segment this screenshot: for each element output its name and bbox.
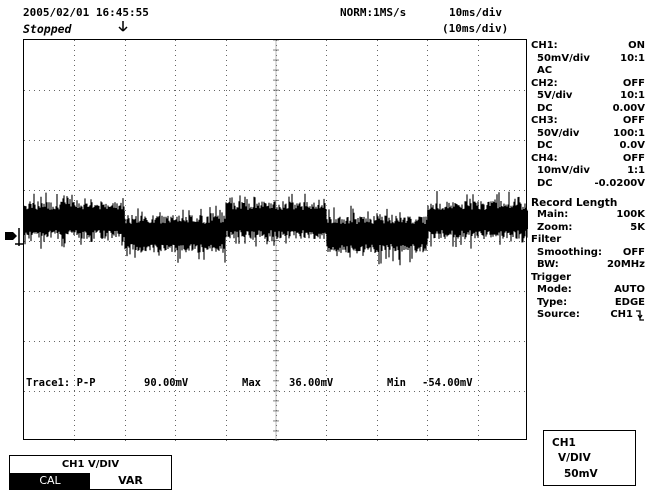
trigger-type-value: EDGE bbox=[614, 296, 645, 308]
ch4-vdiv: 10mV/div bbox=[537, 165, 590, 177]
record-main-value: 100K bbox=[616, 209, 645, 221]
ch4-state: OFF bbox=[622, 152, 645, 164]
ch4-probe: 1:1 bbox=[627, 165, 645, 177]
zoom-timebase: (10ms/div) bbox=[442, 22, 509, 35]
trigger-position-icon bbox=[118, 21, 128, 32]
ch1-vdiv-control-title: CH1 V/DIV bbox=[61, 459, 120, 470]
vdiv-readout: CH1 V/DIV 50mV bbox=[543, 430, 636, 486]
vdiv-readout-label: V/DIV bbox=[558, 452, 591, 464]
trigger-source-label: Source: bbox=[537, 309, 580, 321]
record-zoom-value: 5K bbox=[630, 221, 645, 233]
ch2-label: CH2: bbox=[531, 77, 558, 89]
ch1-coupling: AC bbox=[537, 65, 553, 77]
ch1-state: ON bbox=[628, 40, 645, 51]
vdiv-readout-value: 50mV bbox=[564, 468, 598, 480]
cal-button[interactable]: CAL bbox=[10, 473, 90, 489]
trigger-mode-rate: NORM:1MS/s bbox=[340, 6, 407, 19]
ch3-vdiv: 50V/div bbox=[537, 127, 580, 139]
ch1-trace bbox=[24, 191, 528, 266]
trigger-title: Trigger bbox=[531, 271, 572, 283]
ch4-label: CH4: bbox=[531, 152, 558, 164]
var-button[interactable]: VAR bbox=[118, 474, 143, 487]
ch2-offset: 0.00V bbox=[612, 102, 645, 114]
ch2-state: OFF bbox=[622, 77, 645, 89]
ch2-coupling: DC bbox=[537, 102, 553, 114]
ch4-coupling: DC bbox=[537, 178, 553, 190]
acquisition-status: Stopped bbox=[23, 22, 72, 36]
ch3-state: OFF bbox=[622, 115, 645, 127]
ch1-vdiv: 50mV/div bbox=[537, 52, 590, 64]
ch3-label: CH3: bbox=[531, 115, 558, 127]
filter-title: Filter bbox=[531, 234, 562, 246]
ch3-probe: 100:1 bbox=[613, 127, 645, 139]
ch1-vdiv-control: CH1 V/DIV CAL VAR bbox=[9, 455, 172, 490]
ch4-offset: -0.0200V bbox=[594, 178, 645, 190]
ch1-row: CH1: ON bbox=[531, 40, 645, 53]
trigger-mode-value: AUTO bbox=[614, 284, 645, 296]
record-main-label: Main: bbox=[537, 209, 569, 221]
ch1-label: CH1: bbox=[531, 40, 558, 51]
settings-panel: CH1: ON 50mV/div 10:1 AC CH2: OFF 5V/div 10:… bbox=[531, 40, 645, 322]
measurement-min-value: -54.00mV bbox=[422, 377, 473, 389]
measurement-trace: Trace1: P-P bbox=[26, 377, 96, 389]
measurement-pp-value: 90.00mV bbox=[144, 377, 189, 389]
vdiv-readout-channel: CH1 bbox=[552, 437, 576, 449]
trigger-source-value: CH1 bbox=[610, 309, 633, 321]
ch2-probe: 10:1 bbox=[620, 90, 645, 102]
timebase: 10ms/div bbox=[449, 6, 502, 19]
smoothing-value: OFF bbox=[622, 246, 645, 258]
ch1-probe: 10:1 bbox=[620, 52, 645, 64]
ch3-offset: 0.0V bbox=[619, 140, 645, 152]
measurement-min-label: Min bbox=[387, 377, 406, 389]
ch3-coupling: DC bbox=[537, 140, 553, 152]
trigger-mode-label: Mode: bbox=[537, 284, 572, 296]
waveform-plot bbox=[24, 40, 528, 441]
smoothing-label: Smoothing: bbox=[537, 246, 602, 258]
datetime: 2005/02/01 16:45:55 bbox=[23, 6, 149, 19]
bw-value: 20MHz bbox=[606, 259, 645, 271]
graticule bbox=[24, 40, 525, 441]
waveform-display[interactable]: Trace1: P-P 90.00mV Max 36.00mV Min -54.… bbox=[23, 39, 528, 441]
measurement-max-value: 36.00mV bbox=[289, 377, 334, 389]
record-zoom-label: Zoom: bbox=[537, 221, 573, 233]
ch2-vdiv: 5V/div bbox=[537, 90, 573, 102]
falling-edge-icon bbox=[636, 310, 644, 322]
trigger-type-label: Type: bbox=[537, 296, 568, 308]
bw-label: BW: bbox=[537, 259, 559, 271]
ground-marker-icon bbox=[5, 228, 23, 246]
measurement-max-label: Max bbox=[242, 377, 261, 389]
record-length-title: Record Length bbox=[531, 196, 618, 209]
